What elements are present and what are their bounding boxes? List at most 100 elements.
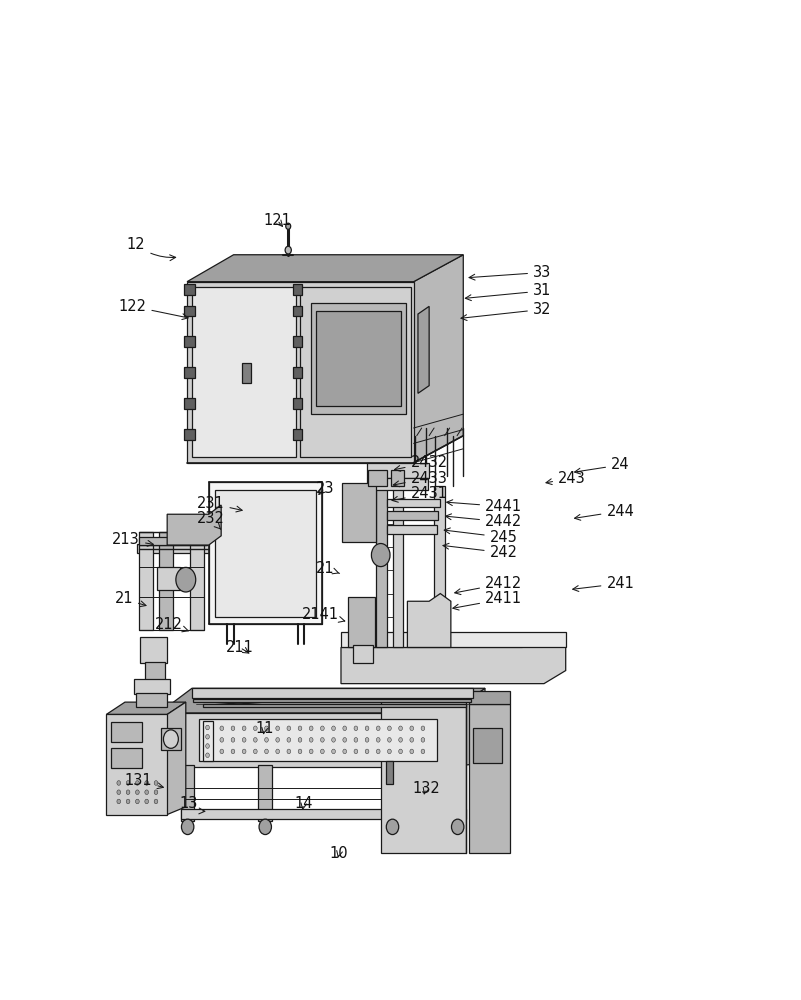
Bar — [292, 398, 302, 409]
Text: 232: 232 — [197, 511, 224, 529]
Text: 24: 24 — [574, 457, 630, 474]
Text: 2442: 2442 — [445, 514, 522, 529]
Bar — [292, 429, 302, 440]
Polygon shape — [193, 699, 471, 702]
Circle shape — [264, 726, 268, 731]
Text: 14: 14 — [295, 796, 313, 811]
Text: 31: 31 — [465, 283, 551, 301]
Polygon shape — [139, 537, 207, 545]
Circle shape — [376, 738, 380, 742]
Circle shape — [354, 726, 358, 731]
Text: 244: 244 — [574, 504, 634, 520]
Circle shape — [343, 726, 347, 731]
Text: 242: 242 — [443, 543, 517, 560]
Circle shape — [135, 790, 139, 795]
Circle shape — [220, 749, 223, 754]
Circle shape — [287, 738, 291, 742]
Polygon shape — [107, 702, 186, 714]
Polygon shape — [159, 532, 173, 630]
Circle shape — [135, 781, 139, 785]
Polygon shape — [192, 688, 473, 698]
Circle shape — [206, 744, 209, 748]
Circle shape — [399, 726, 402, 731]
Circle shape — [343, 749, 347, 754]
Polygon shape — [341, 632, 566, 647]
Circle shape — [259, 819, 272, 835]
Text: 10: 10 — [330, 846, 348, 861]
Circle shape — [287, 726, 291, 731]
Bar — [184, 336, 195, 347]
Polygon shape — [353, 645, 373, 663]
Circle shape — [309, 726, 313, 731]
Text: 121: 121 — [263, 213, 291, 228]
Circle shape — [209, 749, 212, 754]
Circle shape — [388, 726, 391, 731]
Bar — [292, 336, 302, 347]
Circle shape — [206, 753, 209, 758]
Circle shape — [298, 738, 302, 742]
Text: 2141: 2141 — [302, 607, 345, 622]
Polygon shape — [187, 282, 413, 463]
Text: 2412: 2412 — [455, 576, 522, 595]
Circle shape — [135, 799, 139, 804]
Circle shape — [421, 726, 425, 731]
Text: 122: 122 — [119, 299, 188, 320]
Circle shape — [220, 738, 223, 742]
Circle shape — [410, 738, 413, 742]
Polygon shape — [300, 287, 410, 457]
Circle shape — [127, 799, 130, 804]
Circle shape — [421, 749, 425, 754]
Polygon shape — [187, 255, 463, 282]
Circle shape — [206, 734, 209, 739]
Circle shape — [231, 738, 235, 742]
Circle shape — [117, 799, 121, 804]
Circle shape — [376, 726, 380, 731]
Polygon shape — [190, 532, 204, 630]
Polygon shape — [167, 702, 186, 815]
Circle shape — [320, 738, 324, 742]
Text: 33: 33 — [469, 265, 551, 280]
Polygon shape — [159, 688, 485, 713]
Circle shape — [145, 799, 148, 804]
Circle shape — [354, 749, 358, 754]
Circle shape — [343, 738, 347, 742]
Polygon shape — [157, 567, 179, 590]
Text: 2432: 2432 — [395, 455, 448, 471]
Text: 21: 21 — [115, 591, 146, 607]
Circle shape — [145, 790, 148, 795]
Polygon shape — [380, 691, 466, 704]
Circle shape — [309, 749, 313, 754]
Bar — [184, 398, 195, 409]
Text: 243: 243 — [546, 471, 586, 486]
Polygon shape — [469, 691, 509, 704]
Polygon shape — [259, 765, 272, 821]
Text: 2441: 2441 — [447, 499, 522, 514]
Polygon shape — [391, 470, 405, 486]
Polygon shape — [145, 662, 165, 681]
Circle shape — [372, 544, 390, 567]
Circle shape — [298, 749, 302, 754]
Polygon shape — [473, 728, 502, 763]
Circle shape — [309, 738, 313, 742]
Polygon shape — [434, 486, 445, 636]
Circle shape — [276, 738, 280, 742]
Text: 32: 32 — [461, 302, 551, 321]
Text: 212: 212 — [155, 617, 188, 632]
Circle shape — [365, 749, 369, 754]
Text: 11: 11 — [256, 721, 274, 736]
Text: 231: 231 — [197, 496, 242, 512]
Text: 132: 132 — [413, 781, 440, 796]
Polygon shape — [376, 482, 387, 647]
Circle shape — [127, 781, 130, 785]
Circle shape — [242, 749, 246, 754]
Polygon shape — [140, 637, 167, 663]
Circle shape — [452, 819, 464, 835]
Circle shape — [399, 738, 402, 742]
Polygon shape — [167, 505, 221, 545]
Circle shape — [421, 738, 425, 742]
Text: 12: 12 — [127, 237, 175, 261]
Text: 241: 241 — [573, 576, 634, 591]
Circle shape — [332, 726, 336, 731]
Circle shape — [285, 246, 292, 254]
Circle shape — [242, 738, 246, 742]
